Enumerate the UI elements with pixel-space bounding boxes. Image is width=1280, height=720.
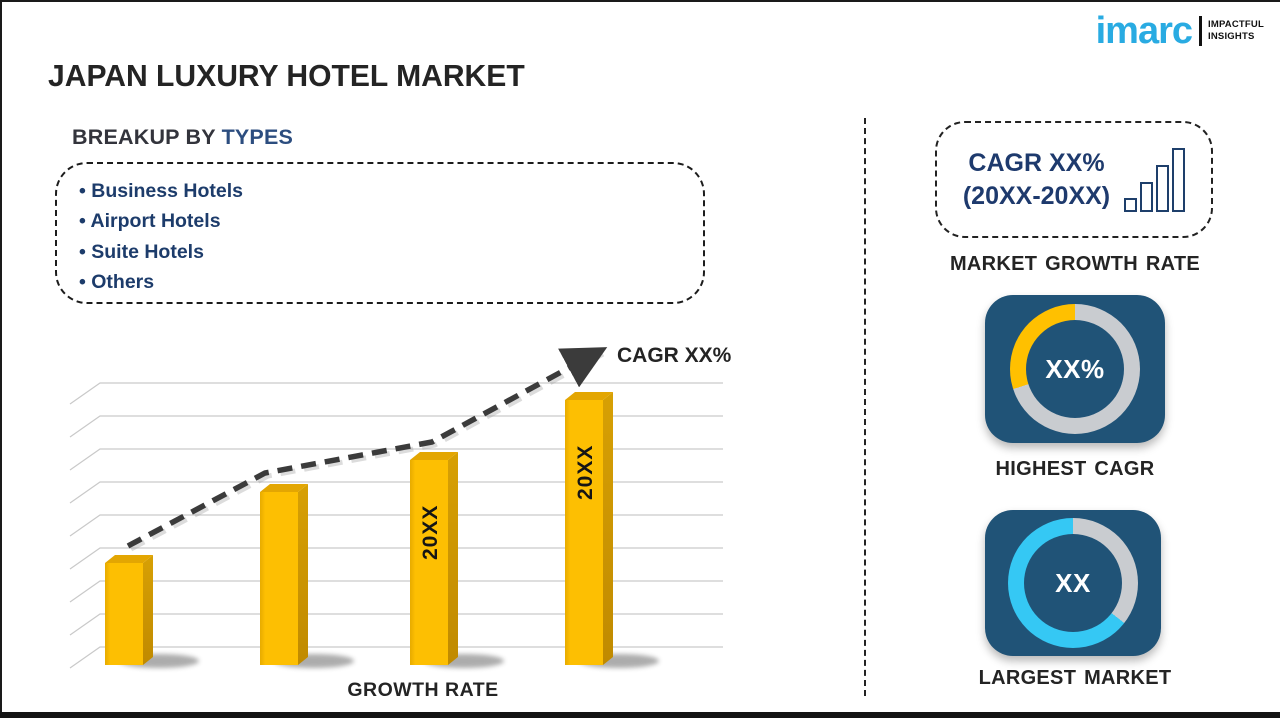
bar-side-face (603, 392, 613, 665)
growth-bars-icon (1124, 147, 1186, 212)
top-border (0, 0, 1280, 2)
breakup-heading: BREAKUP BY TYPES (72, 125, 293, 150)
section-divider-dashed (864, 118, 866, 696)
type-list-item: Business Hotels (79, 176, 703, 206)
market-growth-rate-label: MARKET GROWTH RATE (949, 253, 1201, 275)
cagr-summary-text: CAGR XX% (20XX-20XX) (963, 147, 1110, 213)
bar (260, 492, 298, 665)
gridline (69, 514, 723, 537)
growth-bars-icon-bar (1172, 147, 1186, 212)
page-title: JAPAN LUXURY HOTEL MARKET (48, 58, 525, 93)
cagr-trend-label: CAGR XX% (617, 344, 732, 367)
gridline (69, 415, 723, 438)
gridline (69, 382, 723, 405)
x-axis-label: GROWTH RATE (347, 679, 498, 701)
donut-hole (1024, 534, 1122, 632)
bar-year-label: 20XX (419, 505, 442, 560)
highest-cagr-tile: XX% (985, 295, 1165, 443)
trend-line-shadow (129, 351, 605, 552)
left-border (0, 0, 2, 712)
gridline (69, 580, 723, 603)
growth-rate-bar-chart: 20XX 20XX CAGR XX% GROWTH RATE (69, 344, 732, 701)
types-list-box: Business HotelsAirport HotelsSuite Hotel… (55, 162, 705, 304)
gridline (69, 613, 723, 636)
gridline (69, 646, 723, 669)
type-list-item: Suite Hotels (79, 237, 703, 267)
growth-bars-icon-bar (1156, 164, 1170, 212)
highest-cagr-donut: XX% (1010, 304, 1140, 434)
highest-cagr-label: HIGHEST CAGR (995, 458, 1155, 480)
bar (105, 563, 143, 665)
largest-market-donut: XX (1008, 518, 1138, 648)
bar (410, 460, 448, 665)
largest-market-label: LARGEST MARKET (978, 667, 1172, 689)
largest-market-value: XX (1055, 567, 1091, 598)
cagr-trend-arrow (126, 347, 608, 549)
gridline (69, 481, 723, 504)
cagr-value-line: CAGR XX% (968, 148, 1105, 177)
types-list: Business HotelsAirport HotelsSuite Hotel… (57, 164, 703, 298)
logo-tagline: IMPACTFUL INSIGHTS (1208, 19, 1264, 43)
bar-side-face (448, 452, 458, 665)
gridline (69, 547, 723, 570)
bar-top-face (565, 392, 613, 400)
type-list-item: Airport Hotels (79, 206, 703, 236)
bar-side-face (143, 555, 153, 665)
bar (565, 400, 603, 665)
donut-hole (1026, 320, 1124, 418)
breakup-heading-prefix: BREAKUP BY (72, 125, 222, 149)
bar-top-face (260, 484, 308, 492)
growth-bars-icon-bar (1140, 181, 1154, 212)
logo-divider-bar (1199, 16, 1203, 46)
type-list-item: Others (79, 267, 703, 297)
highest-cagr-value: XX% (1045, 353, 1105, 384)
bar-side-face (298, 484, 308, 665)
bar-top-face (105, 555, 153, 563)
cagr-summary-box: CAGR XX% (20XX-20XX) (935, 121, 1213, 238)
breakup-heading-highlight: TYPES (221, 125, 294, 149)
imarc-logo-wordmark: imarc (1095, 10, 1193, 52)
logo-tagline-line2: INSIGHTS (1208, 31, 1255, 42)
bar-top-face (410, 452, 458, 460)
gridline (69, 448, 723, 471)
largest-market-tile: XX (985, 510, 1161, 656)
bar-year-label: 20XX (574, 445, 597, 500)
cagr-period-line: (20XX-20XX) (962, 181, 1111, 210)
footer-rule (0, 712, 1280, 718)
logo-tagline-line1: IMPACTFUL (1208, 19, 1264, 31)
growth-bars-icon-bar (1124, 197, 1138, 212)
imarc-logo: imarc IMPACTFUL INSIGHTS (1096, 12, 1264, 50)
